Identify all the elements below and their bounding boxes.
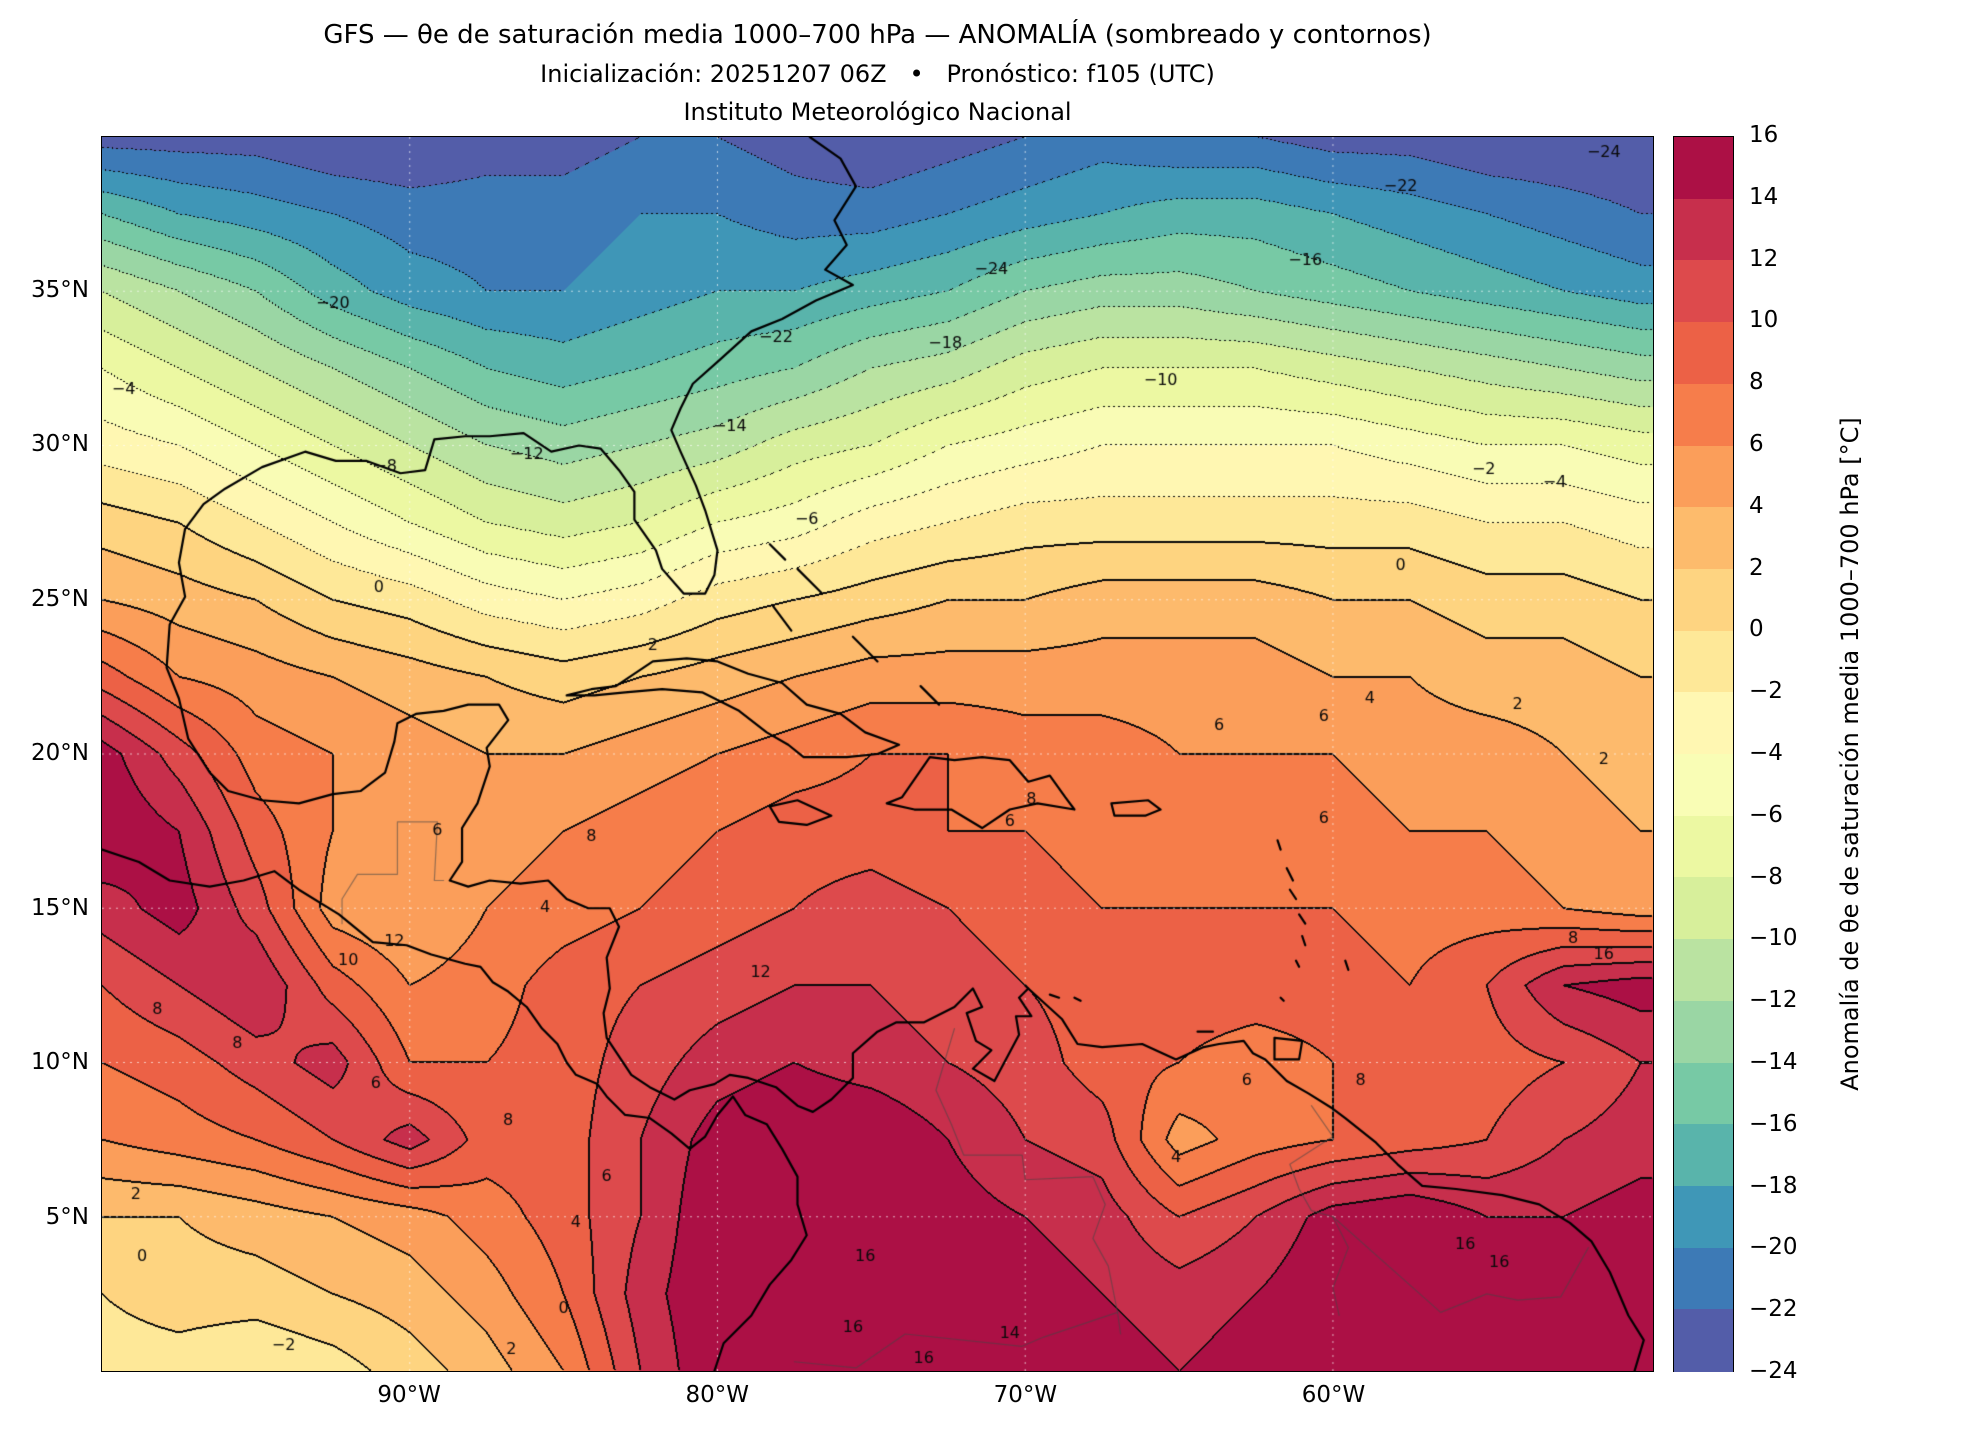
colorbar-band <box>1674 137 1733 200</box>
colorbar-tick-label: −24 <box>1749 1358 1798 1384</box>
colorbar-tick-label: 4 <box>1749 492 1764 519</box>
colorbar-band <box>1674 1309 1733 1372</box>
colorbar-band <box>1674 260 1733 323</box>
chart-title: GFS — θe de saturación media 1000–700 hP… <box>323 20 1432 50</box>
colorbar-band <box>1674 383 1733 447</box>
colorbar-tick-label: −8 <box>1749 863 1783 890</box>
x-tick-label: 60°W <box>1301 1382 1366 1408</box>
colorbar-tick-label: −18 <box>1749 1172 1798 1199</box>
colorbar-tick-label: 16 <box>1749 122 1779 148</box>
colorbar-tick-label: −12 <box>1749 987 1798 1014</box>
colorbar-band <box>1674 568 1733 632</box>
colorbar-band <box>1674 939 1733 1002</box>
chart-subtitle-institution: Instituto Meteorológico Nacional <box>683 98 1072 126</box>
colorbar-band <box>1674 754 1733 817</box>
y-tick-label: 5°N <box>45 1203 89 1230</box>
colorbar-band <box>1674 198 1733 261</box>
colorbar-tick-label: −10 <box>1749 925 1798 952</box>
colorbar-tick-label: 14 <box>1749 183 1779 210</box>
colorbar-band <box>1674 692 1733 755</box>
colorbar-band <box>1674 1185 1733 1249</box>
colorbar-band <box>1674 630 1733 693</box>
y-tick-label: 30°N <box>31 431 89 457</box>
colorbar-band <box>1674 1062 1733 1125</box>
colorbar-tick-label: −16 <box>1749 1110 1798 1137</box>
map-plot-area <box>101 136 1654 1372</box>
colorbar-tick-label: −20 <box>1749 1234 1798 1261</box>
chart-subtitle-init-forecast: Inicialización: 20251207 06Z • Pronóstic… <box>540 60 1215 88</box>
colorbar-band <box>1674 507 1733 570</box>
colorbar-band <box>1674 1000 1733 1064</box>
x-tick-label: 90°W <box>377 1382 441 1408</box>
colorbar-band <box>1674 1124 1733 1187</box>
colorbar-tick-label: −2 <box>1749 678 1783 705</box>
colorbar-band <box>1674 815 1733 878</box>
colorbar <box>1673 136 1734 1372</box>
colorbar-band <box>1674 1247 1733 1310</box>
colorbar-axis-label: Anomalía de θe de saturación media 1000–… <box>1836 417 1864 1091</box>
colorbar-band <box>1674 877 1733 940</box>
y-tick-label: 15°N <box>31 894 89 921</box>
colorbar-tick-label: −4 <box>1749 740 1783 766</box>
y-tick-label: 20°N <box>31 740 89 766</box>
colorbar-tick-label: 6 <box>1749 431 1764 457</box>
x-tick-label: 70°W <box>993 1382 1058 1408</box>
colorbar-band <box>1674 445 1733 508</box>
colorbar-band <box>1674 322 1733 385</box>
y-tick-label: 25°N <box>31 585 89 612</box>
anomaly-heatmap-canvas <box>102 137 1653 1371</box>
y-tick-label: 35°N <box>31 276 89 303</box>
colorbar-tick-label: 8 <box>1749 369 1764 396</box>
colorbar-tick-label: −22 <box>1749 1296 1798 1323</box>
colorbar-tick-label: 2 <box>1749 554 1764 581</box>
colorbar-tick-label: 12 <box>1749 245 1779 272</box>
colorbar-tick-label: 0 <box>1749 616 1764 643</box>
colorbar-tick-label: −14 <box>1749 1049 1798 1075</box>
colorbar-tick-label: 10 <box>1749 307 1779 334</box>
y-tick-label: 10°N <box>31 1049 89 1075</box>
x-tick-label: 80°W <box>685 1382 750 1408</box>
colorbar-tick-label: −6 <box>1749 801 1783 828</box>
